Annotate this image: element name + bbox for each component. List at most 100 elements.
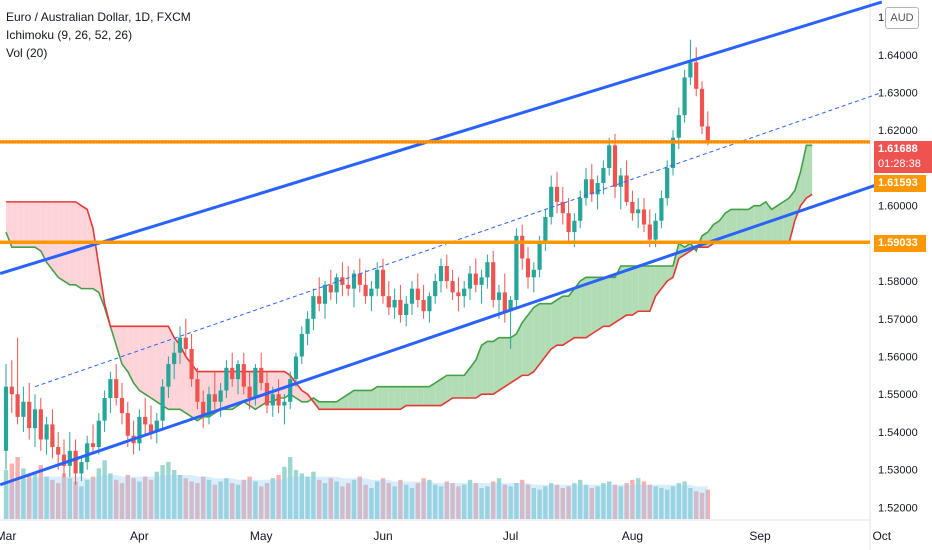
candle-body — [183, 337, 188, 349]
candle-body — [583, 179, 589, 199]
volume-bar — [15, 457, 20, 519]
cloud-segment — [783, 198, 789, 244]
cloud-segment — [452, 375, 459, 398]
candle-body — [247, 386, 252, 398]
volume-bar — [514, 483, 519, 519]
candle-body — [705, 126, 710, 142]
candle-body — [50, 424, 55, 448]
candle-body — [380, 269, 386, 297]
candle-body — [554, 186, 560, 202]
candle-body — [102, 398, 107, 421]
cloud-segment — [429, 382, 436, 406]
volume-bar — [583, 484, 589, 519]
cloud-segment — [499, 337, 505, 391]
last-price-value: 1.61688 — [878, 143, 918, 155]
candle-body — [3, 386, 9, 451]
candle-body — [322, 284, 328, 304]
candle-body — [578, 198, 583, 221]
currency-button[interactable]: AUD — [885, 7, 919, 29]
candle-body — [351, 273, 357, 289]
cloud-segment — [609, 277, 615, 327]
level-tag-2: 1.59033 — [874, 235, 926, 252]
cloud-segment — [725, 209, 731, 244]
cloud-segment — [568, 288, 575, 342]
cloud-segment — [23, 201, 30, 248]
ichimoku-legend[interactable]: Ichimoku (9, 26, 52, 26) — [6, 28, 133, 42]
candle-body — [270, 394, 275, 406]
cloud-segment — [46, 201, 53, 270]
volume-bar — [392, 486, 397, 519]
price-tick-label: 1.56000 — [878, 352, 918, 364]
volume-bar — [502, 484, 507, 519]
candle-body — [398, 299, 403, 316]
volume-legend[interactable]: Vol (20) — [6, 46, 48, 60]
candle-body — [148, 424, 154, 432]
cloud-segment — [771, 205, 778, 244]
volume-bar — [531, 488, 536, 519]
cloud-segment — [29, 201, 35, 248]
cloud-segment — [551, 299, 557, 349]
candle-body — [462, 288, 467, 297]
chart-legend: Euro / Australian Dollar, 1D, FXCM Ichim… — [6, 8, 191, 62]
candle-body — [572, 220, 577, 233]
countdown-timer: 01:28:38 — [878, 158, 921, 170]
cloud-segment — [400, 386, 407, 410]
candle-body — [288, 379, 293, 402]
cloud-segment — [278, 371, 285, 398]
channel-lower-line — [0, 181, 883, 487]
volume-bar — [247, 476, 252, 519]
candle-body — [665, 167, 670, 199]
cloud-segment — [371, 386, 378, 410]
cloud-segment — [522, 315, 528, 376]
price-tick-label: 1.53000 — [878, 465, 918, 477]
cloud-segment — [168, 326, 175, 410]
volume-bar — [427, 479, 432, 519]
price-tick-label: 1.62000 — [878, 125, 918, 137]
volume-bar — [543, 486, 548, 519]
cloud-segment — [545, 303, 552, 357]
cloud-segment — [470, 360, 476, 398]
candle-body — [589, 179, 594, 195]
candle-body — [647, 224, 652, 240]
candle-body — [386, 296, 391, 308]
candle-body — [612, 145, 618, 187]
candle-body — [531, 269, 536, 278]
candle-body — [409, 288, 415, 304]
cloud-segment — [325, 401, 331, 410]
candle-body — [305, 318, 310, 334]
cloud-segment — [789, 190, 795, 244]
candle-body — [688, 62, 693, 78]
symbol-title[interactable]: Euro / Australian Dollar, 1D, FXCM — [6, 10, 191, 24]
volume-bar — [433, 484, 438, 519]
volume-bar — [409, 488, 415, 519]
cloud-segment — [40, 201, 47, 263]
volume-bar — [636, 478, 641, 519]
candle-body — [32, 409, 38, 429]
cloud-segment — [441, 375, 447, 406]
ichimoku-cloud — [5, 144, 813, 422]
cloud-segment — [122, 326, 128, 372]
time-tick-label: Oct — [872, 529, 891, 543]
volume-bar — [450, 483, 455, 519]
volume-bar — [369, 488, 374, 519]
candle-body — [537, 243, 542, 270]
cloud-segment — [533, 303, 540, 372]
candle-body — [195, 379, 200, 402]
cloud-segment — [464, 367, 470, 398]
volume-bar — [647, 484, 652, 519]
candlesticks — [3, 39, 710, 485]
volume-bar — [351, 479, 357, 519]
cloud-segment — [777, 201, 784, 244]
candle-body — [177, 337, 183, 353]
volume-bar — [612, 484, 618, 519]
volume-bar — [32, 471, 38, 519]
candle-body — [676, 115, 681, 138]
volume-bar — [56, 483, 61, 519]
chart-grid — [0, 0, 871, 550]
cloud-segment — [800, 145, 807, 206]
volume-bar — [119, 483, 125, 519]
cloud-segment — [603, 277, 610, 327]
time-tick-label: May — [250, 529, 273, 543]
cloud-segment — [87, 209, 93, 289]
